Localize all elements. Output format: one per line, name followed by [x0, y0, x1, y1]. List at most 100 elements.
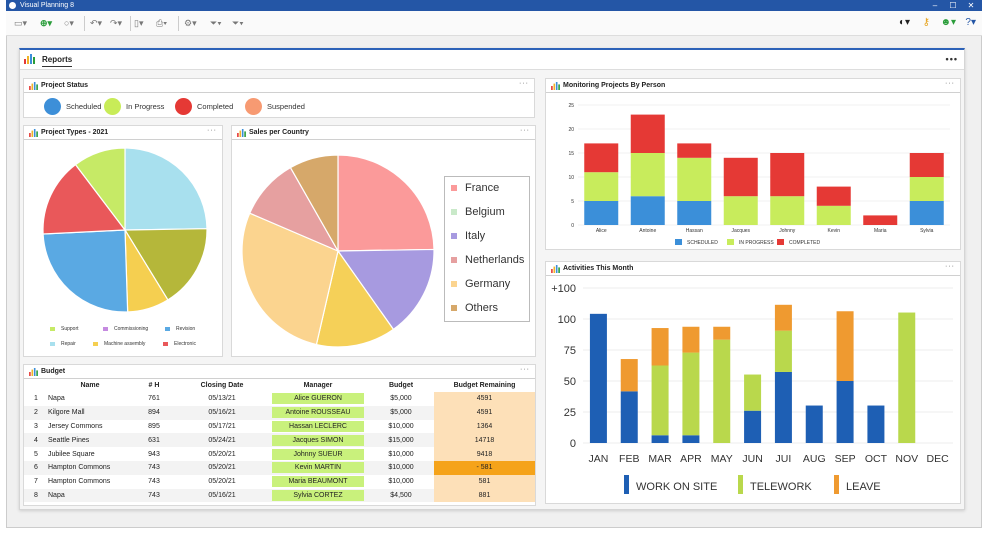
project-types-pie — [42, 147, 208, 313]
budget-remaining: 881 — [434, 488, 535, 503]
manager: Hassan LECLERC — [268, 420, 368, 434]
closing-date: 05/16/21 — [176, 488, 268, 503]
panel-title: Project Types - 2021 — [41, 129, 109, 136]
filter-icon[interactable]: ⏷▾ — [210, 18, 222, 28]
export-icon[interactable]: ▯▾ — [134, 18, 144, 28]
bar-segment — [677, 157, 712, 201]
sort-icon[interactable]: ⏷▾ — [232, 18, 244, 28]
close-button[interactable]: ✕ — [967, 1, 975, 10]
y-tick-label: 20 — [568, 127, 574, 133]
chart-icon — [29, 129, 38, 137]
status-dot-icon — [175, 98, 192, 115]
bar-segment — [682, 326, 700, 353]
manager: Kevin MARTIN — [268, 460, 368, 475]
y-tick-label: 0 — [571, 223, 574, 229]
users-icon[interactable]: ☻▾ — [940, 17, 956, 28]
title-bar: Visual Planning 8 – ☐ ✕ — [6, 0, 982, 11]
table-row[interactable]: 8 Napa 743 05/16/21 Sylvia CORTEZ $4,500 881 — [24, 488, 535, 503]
budget-remaining: 1364 — [434, 419, 535, 434]
manager: Antoine ROUSSEAU — [268, 405, 368, 420]
x-tick-label: Maria — [874, 228, 887, 234]
hours: 894 — [132, 405, 176, 420]
row-number: 6 — [24, 460, 48, 475]
legend-swatch — [777, 239, 784, 245]
legend-item: Italy — [451, 230, 485, 242]
bar-segment — [584, 143, 619, 173]
y-tick-label: 50 — [564, 376, 576, 388]
add-icon[interactable]: ⊕▾ — [40, 18, 53, 28]
maximize-button[interactable]: ☐ — [949, 1, 957, 10]
status-completed: Completed — [175, 98, 233, 115]
table-row[interactable]: 7 Hampton Commons 743 05/20/21 Maria BEAUMON… — [24, 474, 535, 489]
pie-slice — [337, 154, 435, 252]
closing-date: 05/20/21 — [176, 460, 268, 475]
panel-menu-button[interactable]: ··· — [945, 263, 955, 270]
panel-menu-button[interactable]: ··· — [207, 127, 217, 134]
panel-menu-button[interactable]: ··· — [520, 127, 530, 134]
x-tick-label: AUG — [803, 453, 826, 465]
y-tick-label: +100 — [551, 283, 576, 295]
chart-icon — [29, 368, 38, 376]
table-row[interactable]: 4 Seattle Pines 631 05/24/21 Jacques SIMON $1… — [24, 433, 535, 448]
activities-chart: 0 25 50 75 100 +100 JAN FEB MAR APR MAY JUN JUI AUG SE… — [551, 283, 953, 494]
legend-item: Support — [50, 326, 79, 332]
undo-icon[interactable]: ↶▾ — [90, 18, 103, 28]
budget-amount: $10,000 — [388, 450, 414, 458]
table-row[interactable]: 6 Hampton Commons 743 05/20/21 Kevin MARTIN $… — [24, 460, 535, 475]
legend-item: Others — [451, 302, 498, 314]
row-number: 3 — [34, 422, 38, 430]
bar-segment — [774, 304, 792, 331]
budget-amount: $10,000 — [388, 478, 414, 486]
table-row[interactable]: 5 Jubilee Square 943 05/20/21 Johnny SUEUR $1… — [24, 447, 535, 461]
legend-item: Machine assembly — [93, 341, 145, 347]
x-tick-label: Sylvia — [920, 228, 934, 234]
help-icon[interactable]: ?▾ — [965, 17, 976, 28]
pie-slice — [336, 248, 435, 331]
hours: 761 — [148, 395, 160, 403]
key-icon[interactable]: ⚷ — [922, 17, 930, 28]
project-name: Napa — [48, 488, 132, 503]
reports-tab[interactable]: Reports — [42, 55, 73, 67]
project-name: Kilgore Mall — [48, 405, 132, 420]
minimize-button[interactable]: – — [932, 1, 938, 10]
search-icon[interactable]: ○▾ — [64, 18, 74, 28]
panel-menu-button[interactable]: ··· — [945, 80, 955, 87]
bar-segment — [677, 143, 712, 158]
hours: 743 — [132, 488, 176, 503]
toolbar: ▭▾ ⊕▾ ○▾ ↶▾ ↷▾ ▯▾ ⎙▾ ⚙▾ ⏷▾ ⏷▾ ◐▾ ⚷ ☻▾ ?▾ — [6, 11, 982, 36]
bar-segment — [630, 153, 665, 197]
bar-segment — [816, 186, 851, 206]
panel-title: Monitoring Projects By Person — [563, 82, 666, 89]
gear-icon[interactable]: ⚙▾ — [184, 18, 197, 28]
redo-icon[interactable]: ↷▾ — [110, 18, 123, 28]
closing-date: 05/20/21 — [208, 450, 236, 458]
bar-segment — [863, 215, 898, 225]
x-tick-label: Antoine — [639, 228, 656, 234]
table-row[interactable]: 3 Jersey Commons 895 05/17/21 Hassan LECLERC… — [24, 419, 535, 434]
x-tick-label: Alice — [596, 228, 607, 234]
budget-remaining: 9418 — [434, 447, 535, 461]
row-number: 2 — [24, 405, 48, 420]
budget-remaining: 581 — [434, 474, 535, 489]
view-icon[interactable]: ▭▾ — [14, 18, 28, 28]
legend-item: Repair — [50, 341, 76, 347]
bar-segment — [867, 405, 885, 443]
panel-menu-button[interactable]: ··· — [520, 366, 530, 373]
closing-date: 05/13/21 — [208, 395, 236, 403]
legend-label: IN PROGRESS — [739, 240, 774, 246]
reports-menu-button[interactable]: ••• — [945, 54, 958, 64]
sales-legend: France Belgium Italy Netherlands Germany… — [444, 176, 530, 322]
x-tick-label: MAR — [648, 453, 672, 465]
x-tick-label: FEB — [619, 453, 639, 465]
legend-label: TELEWORK — [750, 481, 812, 493]
flag-icon[interactable]: ◐▾ — [898, 17, 910, 28]
status-dot-icon — [245, 98, 262, 115]
monitoring-chart: 0 5 10 15 20 25 Alice Antoine Hassan Jacques Johnn… — [568, 103, 950, 246]
bar-segment — [898, 312, 916, 443]
print-icon[interactable]: ⎙▾ — [156, 18, 167, 28]
row-number: 5 — [34, 450, 38, 458]
table-row[interactable]: 1 Napa 761 05/13/21 Alice GUERON $5,000 4591 — [24, 392, 535, 406]
y-tick-label: 75 — [564, 345, 576, 357]
table-row[interactable]: 2 Kilgore Mall 894 05/16/21 Antoine ROUSSEAU… — [24, 405, 535, 420]
panel-menu-button[interactable]: ··· — [519, 80, 529, 87]
